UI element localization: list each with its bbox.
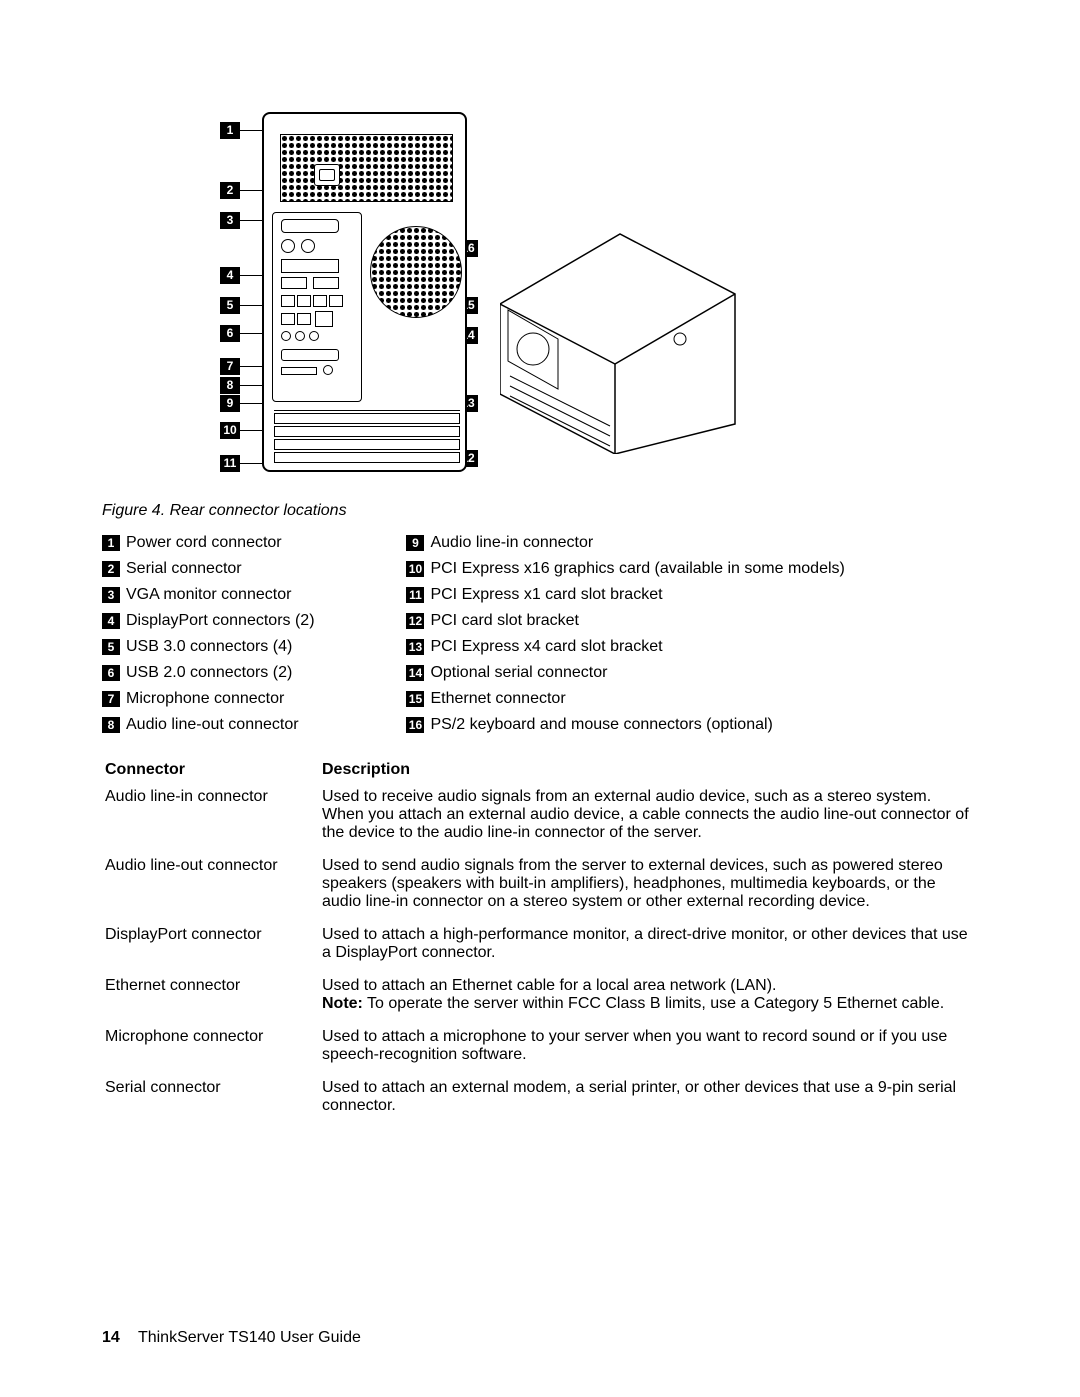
legend-item-3: 3 VGA monitor connector [102, 582, 402, 608]
callout-7: 7 [220, 358, 240, 375]
callout-10: 10 [220, 422, 240, 439]
legend-label-16: PS/2 keyboard and mouse connectors (opti… [430, 712, 772, 738]
figure-caption: Figure 4. Rear connector locations [102, 502, 347, 520]
legend-box-8: 8 [102, 717, 120, 733]
page-number: 14 [102, 1329, 120, 1346]
legend-item-2: 2 Serial connector [102, 556, 402, 582]
legend-label-5: USB 3.0 connectors (4) [126, 634, 292, 660]
callout-1: 1 [220, 122, 240, 139]
connector-name: DisplayPort connector [104, 925, 319, 974]
legend-label-11: PCI Express x1 card slot bracket [430, 582, 662, 608]
legend-item-8: 8 Audio line-out connector [102, 712, 402, 738]
legend-label-8: Audio line-out connector [126, 712, 299, 738]
callout-4: 4 [220, 267, 240, 284]
connector-name: Audio line-out connector [104, 856, 319, 923]
page-footer: 14 ThinkServer TS140 User Guide [102, 1329, 361, 1347]
legend-box-14: 14 [406, 665, 424, 681]
legend-item-4: 4 DisplayPort connectors (2) [102, 608, 402, 634]
legend-label-12: PCI card slot bracket [430, 608, 579, 634]
connector-name: Microphone connector [104, 1027, 319, 1076]
legend-item-16: 16 PS/2 keyboard and mouse connectors (op… [406, 712, 966, 738]
legend-label-9: Audio line-in connector [430, 530, 593, 556]
legend-item-15: 15 Ethernet connector [406, 686, 966, 712]
expansion-slots [274, 410, 460, 466]
device-rear-panel [262, 112, 467, 472]
connector-description: Used to attach an Ethernet cable for a l… [321, 976, 980, 1025]
legend-box-5: 5 [102, 639, 120, 655]
callout-5: 5 [220, 297, 240, 314]
legend-label-6: USB 2.0 connectors (2) [126, 660, 292, 686]
legend-item-6: 6 USB 2.0 connectors (2) [102, 660, 402, 686]
legend-label-7: Microphone connector [126, 686, 284, 712]
connector-legend: 1 Power cord connector 2 Serial connector 3V… [102, 530, 982, 738]
legend-box-9: 9 [406, 535, 424, 551]
callout-11: 11 [220, 455, 240, 472]
legend-item-13: 13 PCI Express x4 card slot bracket [406, 634, 966, 660]
legend-box-4: 4 [102, 613, 120, 629]
document-title: ThinkServer TS140 User Guide [138, 1329, 361, 1346]
legend-item-10: 10 PCI Express x16 graphics card (availab… [406, 556, 966, 582]
callout-6: 6 [220, 325, 240, 342]
legend-label-15: Ethernet connector [430, 686, 565, 712]
table-row: Audio line-out connectorUsed to send aud… [104, 856, 980, 923]
callout-8: 8 [220, 377, 240, 394]
legend-box-12: 12 [406, 613, 424, 629]
legend-item-14: 14 Optional serial connector [406, 660, 966, 686]
connector-name: Ethernet connector [104, 976, 319, 1025]
callout-3: 3 [220, 212, 240, 229]
table-row: Ethernet connectorUsed to attach an Ethe… [104, 976, 980, 1025]
legend-item-5: 5 USB 3.0 connectors (4) [102, 634, 402, 660]
io-shield [272, 212, 362, 402]
legend-label-1: Power cord connector [126, 530, 282, 556]
connector-description-table: Connector Description Audio line-in conn… [102, 758, 982, 1129]
legend-label-4: DisplayPort connectors (2) [126, 608, 315, 634]
legend-item-9: 9 Audio line-in connector [406, 530, 966, 556]
legend-label-3: VGA monitor connector [126, 582, 291, 608]
legend-box-13: 13 [406, 639, 424, 655]
table-row: DisplayPort connectorUsed to attach a hi… [104, 925, 980, 974]
connector-description: Used to attach a high-performance monito… [321, 925, 980, 974]
legend-item-7: 7 Microphone connector [102, 686, 402, 712]
connector-description: Used to attach an external modem, a seri… [321, 1078, 980, 1127]
legend-box-7: 7 [102, 691, 120, 707]
legend-label-13: PCI Express x4 card slot bracket [430, 634, 662, 660]
connector-name: Serial connector [104, 1078, 319, 1127]
power-plug [314, 164, 340, 186]
legend-label-10: PCI Express x16 graphics card (available… [430, 556, 844, 582]
legend-box-15: 15 [406, 691, 424, 707]
legend-box-1: 1 [102, 535, 120, 551]
table-row: Serial connectorUsed to attach an extern… [104, 1078, 980, 1127]
legend-box-10: 10 [406, 561, 424, 577]
table-row: Microphone connectorUsed to attach a mic… [104, 1027, 980, 1076]
legend-label-2: Serial connector [126, 556, 242, 582]
connector-description: Used to attach a microphone to your serv… [321, 1027, 980, 1076]
legend-box-2: 2 [102, 561, 120, 577]
legend-label-14: Optional serial connector [430, 660, 607, 686]
connector-name: Audio line-in connector [104, 787, 319, 854]
legend-item-1: 1 Power cord connector [102, 530, 402, 556]
rear-fan [370, 226, 462, 318]
legend-box-16: 16 [406, 717, 424, 733]
connector-description: Used to receive audio signals from an ex… [321, 787, 980, 854]
callout-2: 2 [220, 182, 240, 199]
legend-item-11: 11 PCI Express x1 card slot bracket [406, 582, 966, 608]
figure-diagram: 1234567891011 1615141312 [220, 112, 750, 472]
legend-box-11: 11 [406, 587, 424, 603]
legend-box-6: 6 [102, 665, 120, 681]
legend-box-3: 3 [102, 587, 120, 603]
connector-description: Used to send audio signals from the serv… [321, 856, 980, 923]
column-header-description: Description [321, 760, 980, 785]
psu-grille [280, 134, 453, 202]
callout-9: 9 [220, 395, 240, 412]
legend-item-12: 12 PCI card slot bracket [406, 608, 966, 634]
device-isometric [500, 224, 740, 454]
table-row: Audio line-in connectorUsed to receive a… [104, 787, 980, 854]
column-header-connector: Connector [104, 760, 319, 785]
